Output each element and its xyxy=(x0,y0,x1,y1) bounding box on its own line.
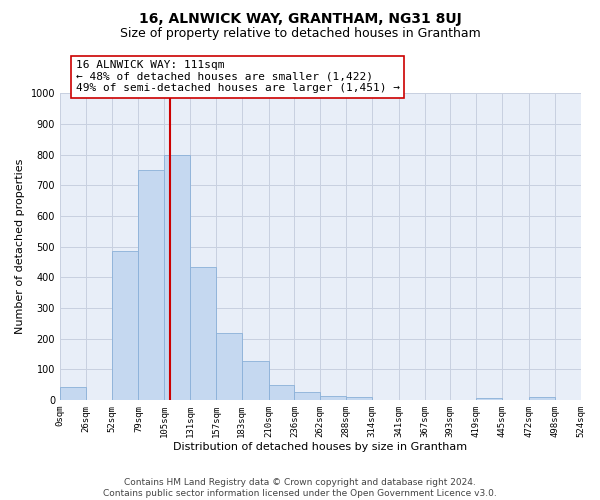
Text: Contains HM Land Registry data © Crown copyright and database right 2024.
Contai: Contains HM Land Registry data © Crown c… xyxy=(103,478,497,498)
Bar xyxy=(216,333,242,400)
Bar xyxy=(269,386,295,400)
Bar xyxy=(60,387,86,400)
X-axis label: Distribution of detached houses by size in Grantham: Distribution of detached houses by size … xyxy=(173,442,467,452)
Text: 16, ALNWICK WAY, GRANTHAM, NG31 8UJ: 16, ALNWICK WAY, GRANTHAM, NG31 8UJ xyxy=(139,12,461,26)
Text: Size of property relative to detached houses in Grantham: Size of property relative to detached ho… xyxy=(119,28,481,40)
Bar xyxy=(112,251,139,400)
Bar xyxy=(346,397,372,400)
Bar xyxy=(139,170,164,400)
Y-axis label: Number of detached properties: Number of detached properties xyxy=(15,159,25,334)
Bar xyxy=(242,360,269,400)
Bar xyxy=(295,392,320,400)
Bar xyxy=(190,268,216,400)
Bar xyxy=(164,156,190,400)
Bar xyxy=(529,398,554,400)
Bar xyxy=(476,398,502,400)
Text: 16 ALNWICK WAY: 111sqm
← 48% of detached houses are smaller (1,422)
49% of semi-: 16 ALNWICK WAY: 111sqm ← 48% of detached… xyxy=(76,60,400,93)
Bar xyxy=(320,396,346,400)
